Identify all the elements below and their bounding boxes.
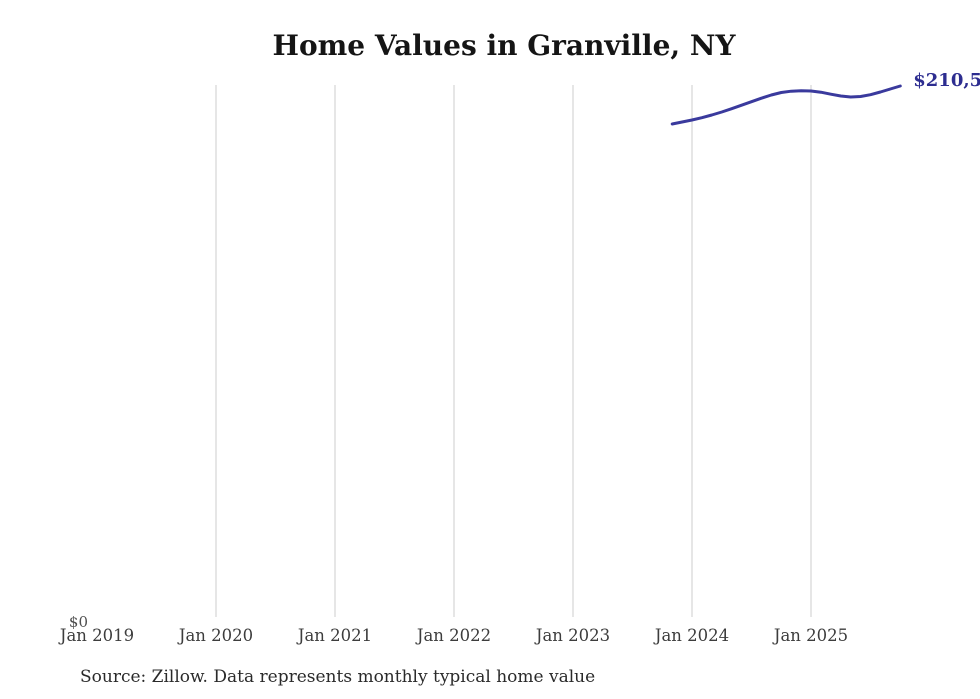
- source-note: Source: Zillow. Data represents monthly …: [80, 667, 596, 687]
- x-tick-label: Jan 2019: [59, 626, 135, 645]
- x-tick-label: Jan 2024: [654, 626, 730, 645]
- x-tick-label: Jan 2025: [773, 626, 849, 645]
- x-tick-label: Jan 2022: [416, 626, 492, 645]
- x-tick-label: Jan 2020: [178, 626, 254, 645]
- series-end-value-label: $210,500: [913, 70, 980, 91]
- y-axis-tick-label-zero: $0: [68, 613, 88, 631]
- x-tick-label: Jan 2021: [297, 626, 373, 645]
- x-tick-label: Jan 2023: [535, 626, 611, 645]
- home-value-line: [670, 84, 902, 126]
- chart-title: Home Values in Granville, NY: [272, 29, 736, 62]
